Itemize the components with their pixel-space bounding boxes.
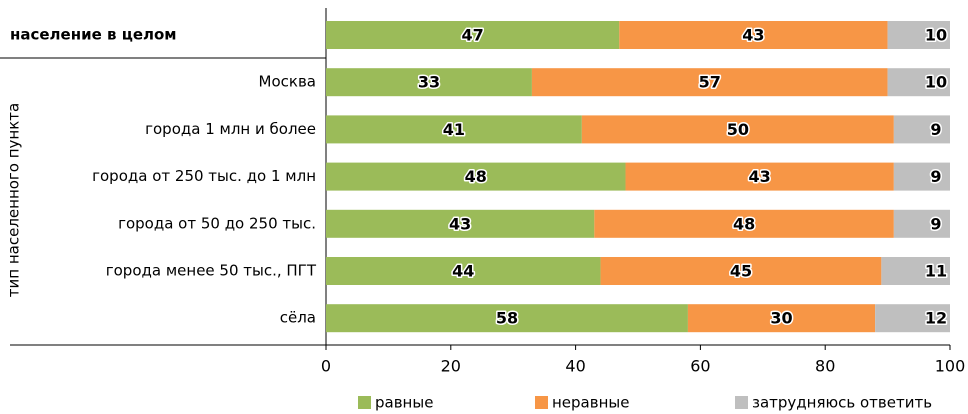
category-label: население в целом — [10, 26, 177, 44]
data-label: 12 — [925, 309, 947, 328]
category-label: города от 250 тыс. до 1 млн — [92, 167, 316, 185]
data-label: 33 — [418, 73, 440, 92]
data-label: 11 — [925, 262, 947, 281]
category-label: города менее 50 тыс., ПГТ — [106, 262, 317, 280]
legend-swatch — [735, 396, 748, 409]
legend-label: равные — [375, 394, 433, 412]
legend-swatch — [358, 396, 371, 409]
category-label: Москва — [259, 73, 316, 91]
data-label: 43 — [742, 26, 764, 45]
data-label: 50 — [727, 120, 749, 139]
bar-segment — [326, 162, 626, 191]
bar-segment — [887, 68, 950, 97]
bar-segment — [893, 115, 950, 144]
data-label: 9 — [930, 120, 941, 139]
data-label: 9 — [930, 167, 941, 186]
x-tick-label: 20 — [441, 357, 461, 376]
legend-label: неравные — [552, 394, 629, 412]
data-label: 57 — [699, 73, 721, 92]
bar-segment — [326, 21, 620, 49]
legend-label: затрудняюсь ответить — [752, 394, 932, 412]
data-label: 43 — [449, 214, 471, 233]
category-label: города от 50 до 250 тыс. — [118, 214, 316, 232]
bar-segment — [875, 304, 950, 333]
x-tick-label: 100 — [935, 357, 966, 376]
bar-segment — [594, 209, 894, 238]
category-label: города 1 млн и более — [145, 120, 316, 138]
bar-segment — [893, 209, 950, 238]
bar-segment — [326, 68, 532, 97]
data-label: 44 — [452, 262, 474, 281]
data-label: 43 — [749, 167, 771, 186]
bar-segment — [619, 21, 888, 49]
bar-segment — [600, 257, 882, 285]
bar-segment — [326, 257, 601, 285]
data-label: 10 — [925, 73, 947, 92]
data-label: 48 — [733, 214, 755, 233]
bar-segment — [687, 304, 876, 333]
data-label: 58 — [496, 309, 518, 328]
data-label: 30 — [770, 309, 792, 328]
bar-segment — [581, 115, 894, 144]
bar-segment — [326, 304, 688, 333]
x-tick-label: 40 — [565, 357, 585, 376]
bar-segment — [531, 68, 888, 97]
x-tick-label: 80 — [815, 357, 835, 376]
bar-segment — [326, 115, 582, 144]
data-label: 45 — [730, 262, 752, 281]
data-label: 48 — [465, 167, 487, 186]
y-axis-label: тип населенного пункта — [5, 103, 23, 297]
data-label: 9 — [930, 214, 941, 233]
category-label: сёла — [280, 309, 316, 327]
x-tick-label: 60 — [690, 357, 710, 376]
legend-swatch — [535, 396, 548, 409]
data-label: 41 — [443, 120, 465, 139]
x-tick-label: 0 — [321, 357, 331, 376]
bar-segment — [887, 21, 950, 49]
data-label: 47 — [462, 26, 484, 45]
bar-segment — [326, 209, 595, 238]
bar-segment — [893, 162, 950, 191]
bar-segment — [625, 162, 894, 191]
bar-segment — [881, 257, 950, 285]
data-label: 10 — [925, 26, 947, 45]
